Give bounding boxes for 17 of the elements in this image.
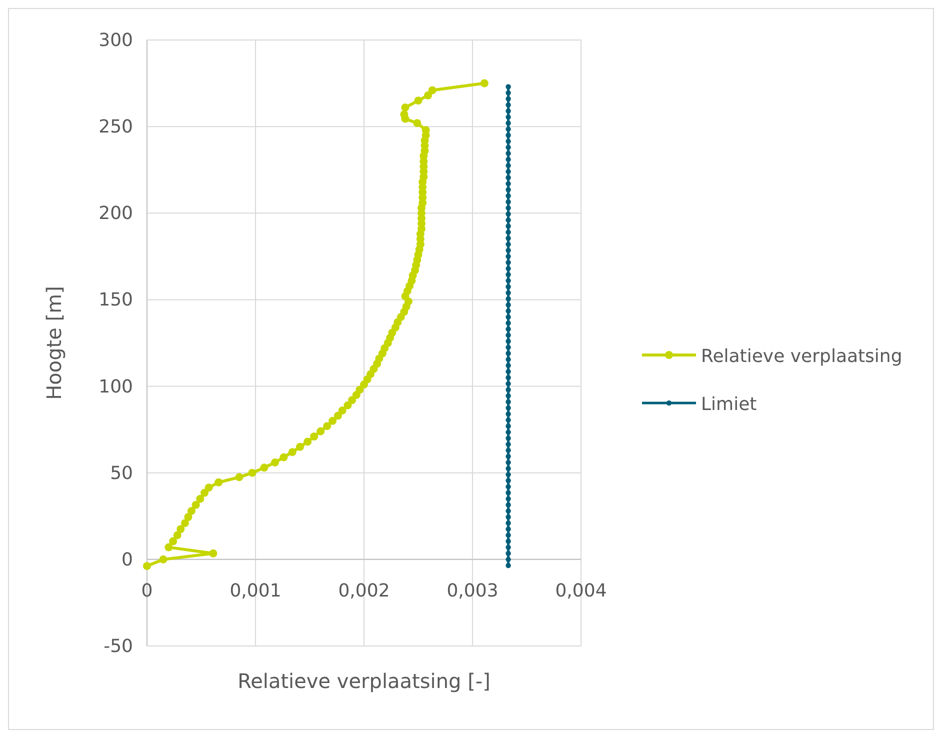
y-tick-label: 150: [98, 290, 133, 311]
y-tick-label: -50: [104, 636, 133, 657]
y-tick-label: 200: [98, 203, 133, 224]
x-axis-title: Relatieve verplaatsing [-]: [238, 669, 490, 693]
x-tick-label: 0,001: [230, 580, 282, 602]
legend-label: Limiet: [701, 394, 757, 415]
y-tick-label: 250: [98, 116, 133, 138]
x-tick-label: 0,004: [555, 580, 607, 602]
y-axis-title: Hoogte [m]: [42, 286, 66, 400]
y-tick-label: 100: [98, 376, 133, 398]
x-tick-label: 0,002: [338, 580, 390, 602]
y-tick-label: 0: [122, 549, 133, 570]
y-tick-label: 50: [110, 462, 133, 484]
x-tick-label: 0,003: [446, 580, 498, 602]
y-tick-label: 300: [98, 30, 133, 51]
legend-label: Relatieve verplaatsing: [701, 346, 902, 367]
x-tick-label: 0: [141, 580, 153, 602]
